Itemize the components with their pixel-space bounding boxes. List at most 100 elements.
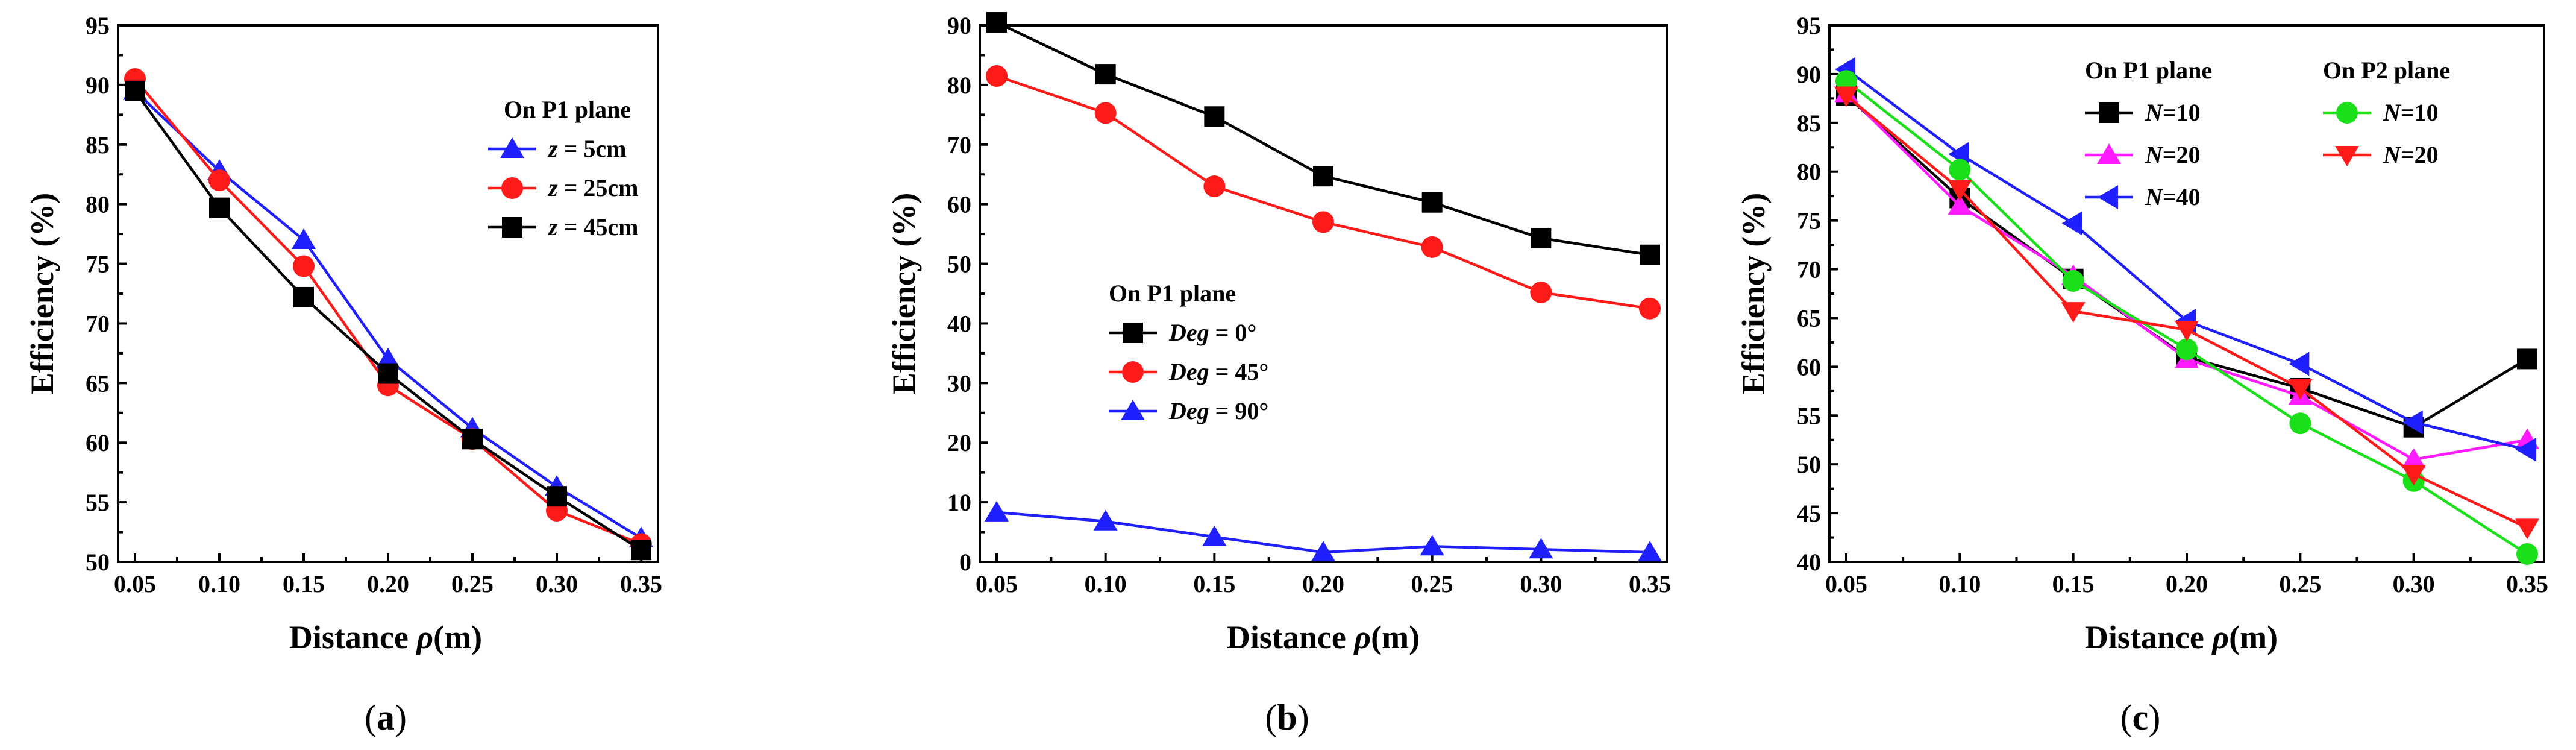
y-tick-label: 60 <box>1797 353 1821 380</box>
chart-panel-a: 50 55 60 65 70 75 80 85 90 95 0.05 0.10 0.15 0.20 0.25… <box>24 12 662 737</box>
data-point <box>1640 244 1660 265</box>
data-point <box>2401 465 2426 486</box>
legend-a-0: On P1 plane z = 5cm z = 25cm z = 45cm <box>488 96 638 241</box>
legend-swatch-marker <box>2097 143 2121 164</box>
data-point <box>462 429 483 450</box>
data-point <box>1530 282 1552 304</box>
x-tick-label: 0.10 <box>1085 570 1127 597</box>
legend-c-0: On P1 plane N=10 N=20 N=40 <box>2085 57 2212 210</box>
y-tick-label: 75 <box>86 251 110 278</box>
y-axis-title: Efficiency (%) <box>886 193 922 394</box>
series-b-0 <box>986 12 1660 265</box>
legend-label: N=40 <box>2145 183 2201 210</box>
y-tick-label: 90 <box>86 72 110 99</box>
legend-swatch-marker <box>2098 185 2118 209</box>
data-point <box>2061 302 2086 323</box>
legend-swatch-marker <box>1123 323 1143 343</box>
data-point <box>1531 228 1552 249</box>
x-tick-label: 0.30 <box>536 570 578 597</box>
data-point <box>1639 297 1661 320</box>
data-point <box>2289 351 2310 376</box>
legend-label: z = 5cm <box>547 135 626 162</box>
x-tick-label: 0.15 <box>283 570 325 597</box>
x-tick-label: 0.30 <box>2393 570 2435 597</box>
y-tick-label: 55 <box>1797 402 1821 429</box>
legend-swatch-marker <box>501 177 523 199</box>
legend-label: N=20 <box>2383 141 2439 168</box>
data-point <box>1311 541 1335 562</box>
legend-b-0: On P1 plane Deg = 0° Deg = 45° Deg = 90° <box>1109 280 1268 424</box>
y-tick-label: 85 <box>86 131 110 159</box>
series-c-0 <box>1836 85 2537 438</box>
legend-label: Deg = 0° <box>1168 319 1256 346</box>
legend-label: N=10 <box>2383 99 2439 126</box>
data-point <box>209 197 230 218</box>
data-point <box>986 12 1007 33</box>
legend-swatch-marker <box>2099 102 2119 123</box>
x-axis-title: Distance ρ(m) <box>289 619 482 655</box>
panel-label: (b) <box>1265 698 1309 737</box>
y-tick-label: 50 <box>947 251 971 278</box>
legend-c-1: On P2 plane N=10 N=20 <box>2323 57 2450 168</box>
legend-swatch-marker <box>502 217 522 238</box>
y-tick-label: 85 <box>1797 110 1821 137</box>
legend-swatch-marker <box>2335 146 2359 166</box>
series-line <box>1845 68 2528 452</box>
x-tick-label: 0.35 <box>1629 570 1671 597</box>
y-tick-label: 80 <box>1797 159 1821 186</box>
legend-heading: On P1 plane <box>1109 280 1236 307</box>
legend-heading: On P1 plane <box>2085 57 2212 84</box>
data-point <box>1638 541 1662 562</box>
data-point <box>1094 102 1117 124</box>
series-line <box>996 74 1650 310</box>
y-tick-label: 0 <box>959 549 971 576</box>
y-tick-label: 65 <box>86 370 110 397</box>
legend-label: N=10 <box>2145 99 2201 126</box>
y-tick-label: 90 <box>1797 61 1821 88</box>
x-tick-label: 0.25 <box>1411 570 1453 597</box>
data-point <box>1834 86 1858 107</box>
y-tick-label: 50 <box>1797 451 1821 478</box>
data-point <box>1203 175 1226 197</box>
y-axis-title: Efficiency (%) <box>1735 193 1772 394</box>
data-point <box>2289 412 2311 435</box>
legend-swatch-marker <box>1122 361 1144 383</box>
x-tick-label: 0.25 <box>2279 570 2321 597</box>
y-tick-label: 80 <box>86 191 110 218</box>
data-point <box>292 228 316 249</box>
data-point <box>1835 70 1857 92</box>
data-point <box>986 65 1008 87</box>
panel-label: (c) <box>2120 698 2161 737</box>
x-tick-label: 0.20 <box>367 570 409 597</box>
series-b-1 <box>986 65 1661 320</box>
legend-label: z = 25cm <box>547 174 638 201</box>
y-tick-label: 55 <box>86 489 110 516</box>
x-tick-label: 0.30 <box>1520 570 1562 597</box>
x-tick-label: 0.05 <box>976 570 1018 597</box>
data-point <box>376 347 400 368</box>
chart-panel-c: 40 45 50 55 60 65 70 75 80 85 90 95 0.05 0.10 0.15 0.20… <box>1735 12 2548 737</box>
y-tick-label: 10 <box>947 489 971 516</box>
data-point <box>2401 448 2426 469</box>
data-point <box>631 540 651 561</box>
data-point <box>1529 538 1553 559</box>
y-tick-label: 75 <box>1797 207 1821 235</box>
data-point <box>293 286 314 307</box>
x-axis-title: Distance ρ(m) <box>2085 619 2278 655</box>
x-tick-label: 0.15 <box>1193 570 1235 597</box>
y-tick-label: 50 <box>86 549 110 576</box>
data-point <box>1313 166 1333 187</box>
x-tick-label: 0.15 <box>2052 570 2095 597</box>
x-tick-label: 0.10 <box>1938 570 1981 597</box>
series-b-2 <box>985 500 1662 562</box>
data-point <box>985 500 1009 522</box>
data-point <box>2402 410 2423 435</box>
data-point <box>1949 159 1971 181</box>
y-tick-label: 70 <box>86 310 110 337</box>
data-point <box>547 486 567 507</box>
data-point <box>1093 509 1118 531</box>
x-tick-label: 0.25 <box>451 570 494 597</box>
x-tick-label: 0.20 <box>2166 570 2208 597</box>
y-tick-label: 45 <box>1797 500 1821 527</box>
